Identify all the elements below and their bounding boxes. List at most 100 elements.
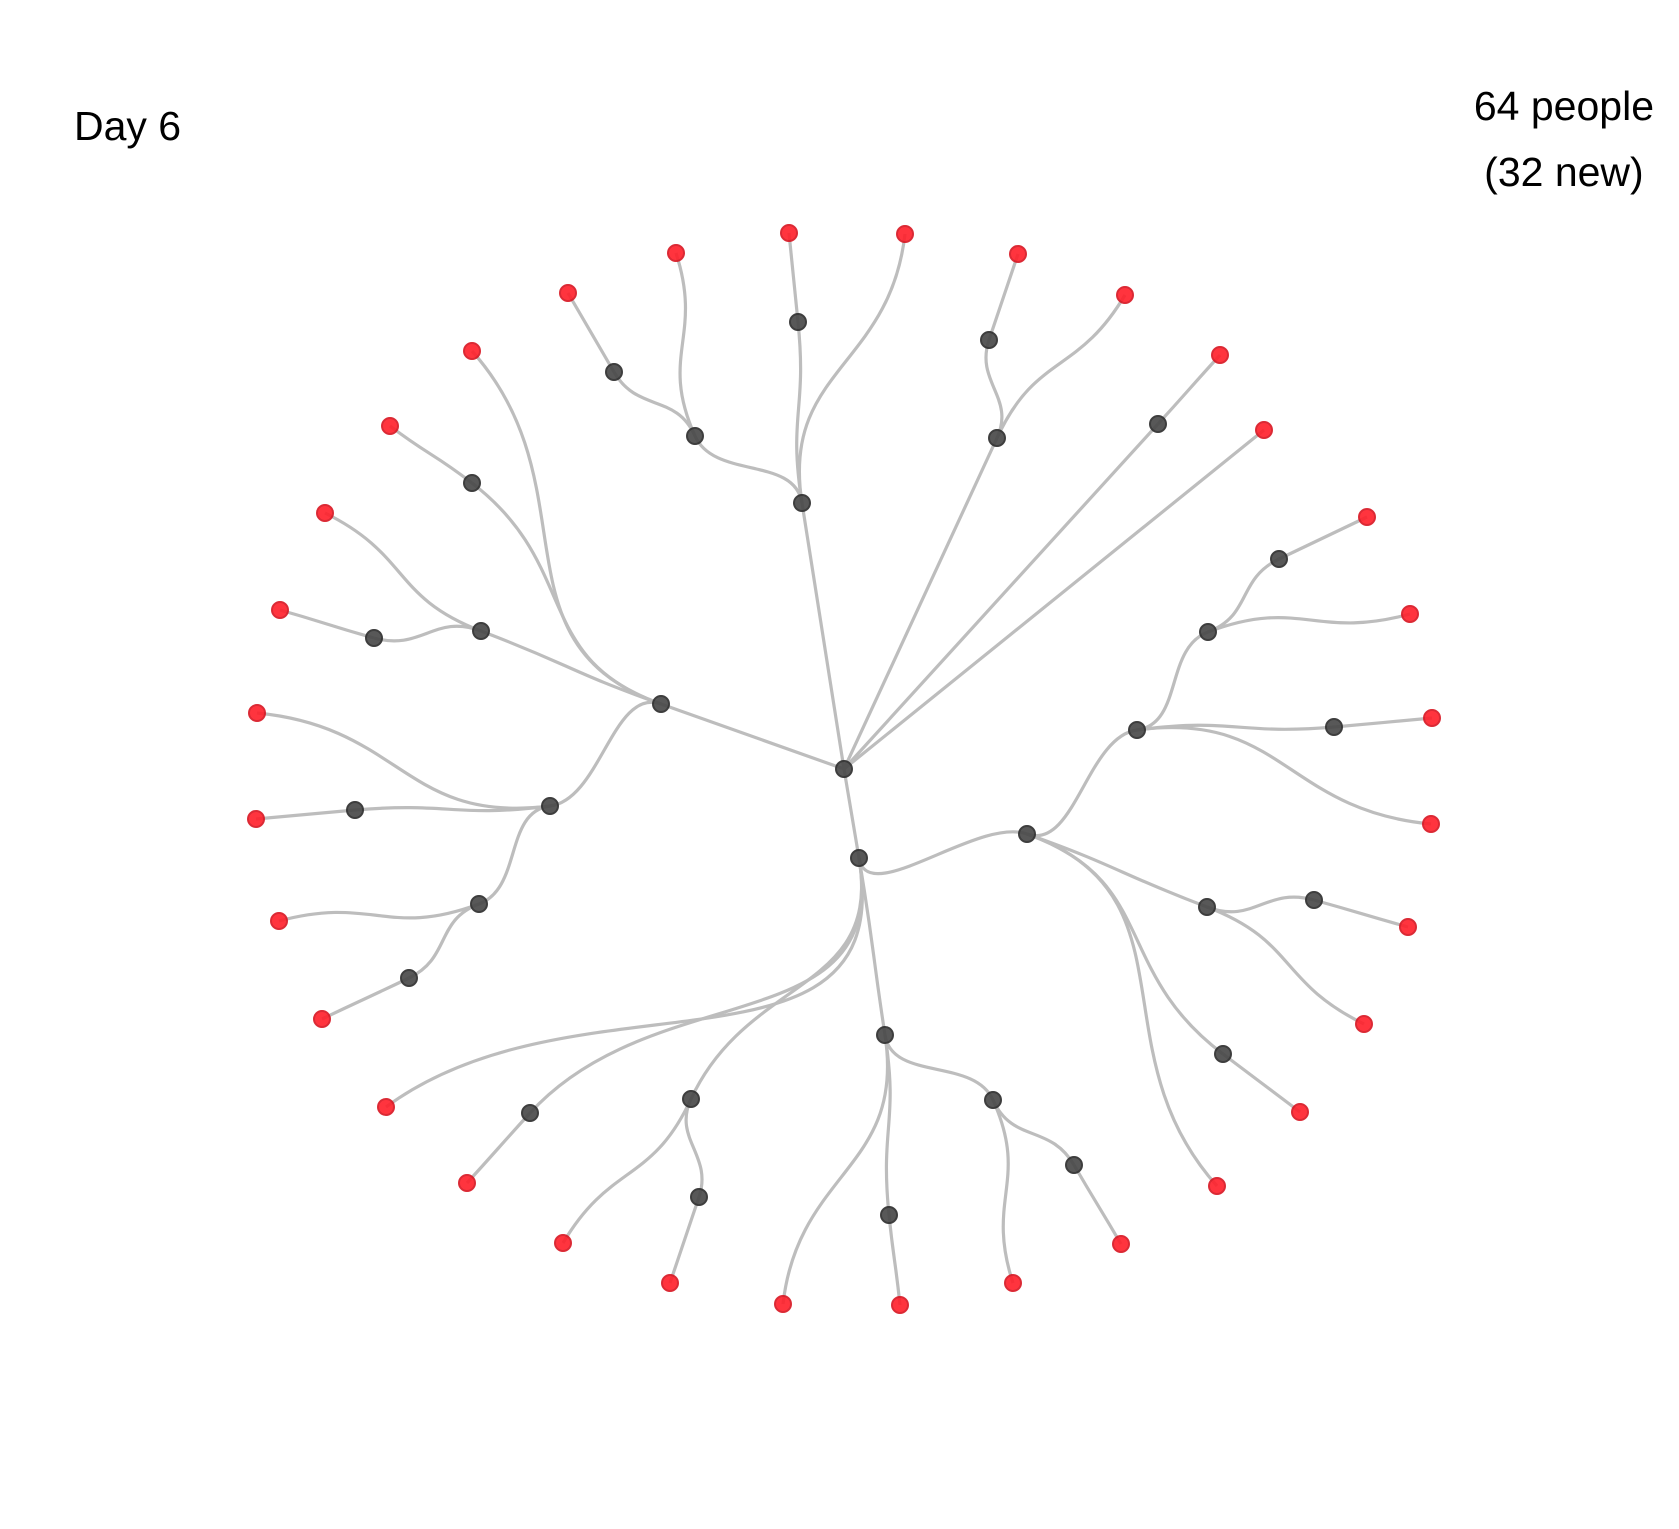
tree-edge (1333, 716, 1433, 729)
tree-edge (471, 481, 662, 706)
new-person-node (247, 810, 265, 828)
tree-edge (321, 976, 410, 1021)
tree-edge (842, 428, 1266, 771)
tree-edge (528, 857, 864, 1115)
tree-edge (1072, 1164, 1123, 1245)
tree-edge (1026, 832, 1208, 909)
tree-edge (1206, 905, 1365, 1026)
tree-edge (256, 711, 551, 810)
person-node (1018, 825, 1036, 843)
tree-edge (385, 857, 864, 1109)
tree-nodes (247, 224, 1441, 1314)
tree-edge (842, 437, 999, 770)
new-person-node (270, 912, 288, 930)
person-node (472, 622, 490, 640)
tree-edge (693, 435, 804, 504)
person-node (793, 494, 811, 512)
tree-edge (549, 700, 662, 808)
tree-edge (373, 624, 482, 643)
person-node (1149, 415, 1167, 433)
tree-edge (787, 232, 800, 323)
new-person-node (313, 1010, 331, 1028)
tree-edge (465, 1111, 532, 1185)
tree-edge (612, 371, 697, 437)
tree-edge (566, 292, 616, 373)
tree-edge (255, 808, 356, 821)
person-node (984, 1091, 1002, 1109)
person-node (682, 1090, 700, 1108)
tree-edge (995, 294, 1127, 439)
new-person-node (667, 244, 685, 262)
new-person-node (458, 1174, 476, 1192)
person-node (1214, 1045, 1232, 1063)
tree-edge (842, 768, 861, 859)
tree-edge (1156, 353, 1222, 426)
tree-edge (324, 511, 482, 633)
person-node (1270, 550, 1288, 568)
person-node (686, 427, 704, 445)
tree-edge (689, 857, 864, 1100)
person-node (1065, 1156, 1083, 1174)
new-person-node (661, 1274, 679, 1292)
new-person-node (1211, 346, 1229, 364)
tree-edge (674, 252, 697, 437)
people-new: (32 new) (1484, 149, 1644, 195)
tree-edge (561, 1098, 693, 1244)
tree-edge (389, 424, 473, 485)
new-person-node (1399, 918, 1417, 936)
new-person-node (248, 704, 266, 722)
tree-edge (1136, 630, 1209, 732)
person-node (463, 474, 481, 492)
new-person-node (463, 342, 481, 360)
person-node (400, 969, 418, 987)
tree-edge (1222, 1052, 1301, 1114)
person-node (1305, 891, 1323, 909)
new-person-node (377, 1098, 395, 1116)
tree-edge (1278, 515, 1368, 561)
new-person-node (1208, 1177, 1226, 1195)
tree-edge (984, 339, 1004, 439)
new-person-node (1116, 286, 1134, 304)
tree-edge (660, 702, 845, 771)
person-node (365, 629, 383, 647)
tree-edge (797, 233, 907, 504)
new-person-node (896, 225, 914, 243)
person-node (690, 1188, 708, 1206)
people-total: 64 people (1473, 83, 1654, 129)
person-node (521, 1104, 539, 1122)
tree-edge (408, 902, 480, 980)
new-person-node (554, 1234, 572, 1252)
new-person-node (1423, 709, 1441, 727)
tree-edge (1206, 895, 1315, 914)
tree-edge (991, 1099, 1076, 1166)
tree-edge (857, 830, 1028, 876)
person-node (1198, 898, 1216, 916)
new-person-node (559, 284, 577, 302)
tree-edge (800, 502, 846, 770)
new-person-node (891, 1296, 909, 1314)
tree-edge (278, 902, 480, 923)
tree-edge (1136, 725, 1432, 826)
new-person-node (1422, 815, 1440, 833)
person-node (789, 313, 807, 331)
person-node (880, 1206, 898, 1224)
tree-edge (1026, 832, 1224, 1056)
day-label: Day 6 (74, 103, 182, 149)
tree-edge (987, 253, 1020, 341)
new-person-node (1401, 605, 1419, 623)
person-node (652, 695, 670, 713)
person-node (470, 895, 488, 913)
person-node (835, 760, 853, 778)
person-node (605, 363, 623, 381)
tree-edges (255, 232, 1433, 1306)
new-person-node (316, 504, 334, 522)
tree-edge (1026, 832, 1219, 1188)
tree-edge (478, 804, 551, 906)
person-node (541, 797, 559, 815)
tree-edge (781, 1034, 890, 1305)
people-count: 64 people (32 new) (1474, 73, 1654, 205)
new-person-node (774, 1295, 792, 1313)
new-person-node (1355, 1015, 1373, 1033)
new-person-node (1291, 1103, 1309, 1121)
